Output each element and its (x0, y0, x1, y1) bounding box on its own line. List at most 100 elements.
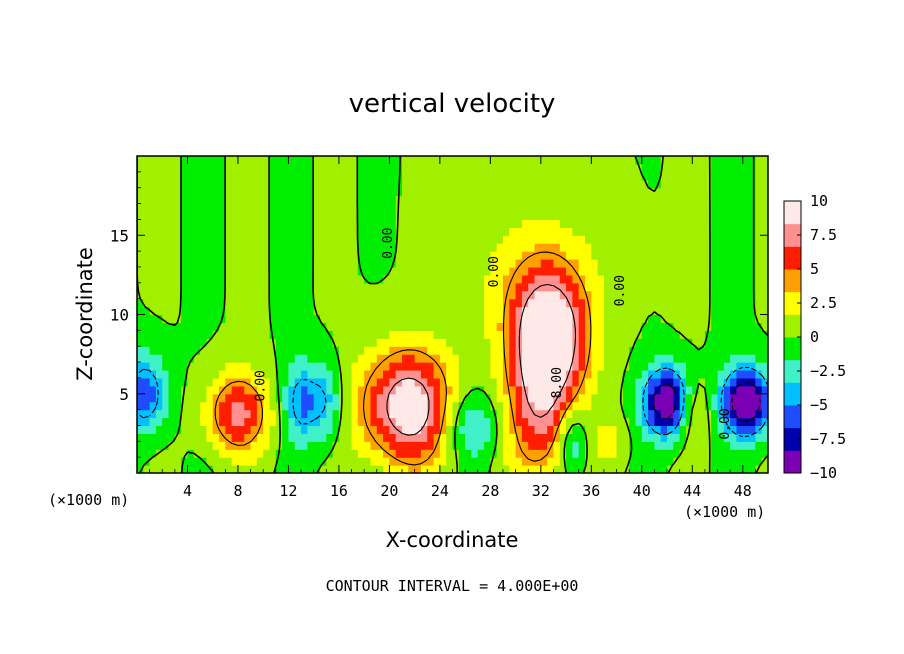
heatmap-cell (717, 465, 725, 473)
heatmap-cell (269, 171, 277, 181)
heatmap-cell (187, 179, 195, 189)
heatmap-cell (269, 354, 277, 363)
heatmap-cell (635, 457, 643, 466)
heatmap-cell (137, 393, 144, 403)
heatmap-cell (383, 362, 390, 371)
heatmap-cell (364, 393, 372, 403)
heatmap-cell (250, 401, 258, 411)
heatmap-cell (629, 243, 637, 252)
heatmap-cell (572, 425, 580, 434)
heatmap-cell (250, 282, 258, 292)
heatmap-cell (667, 393, 674, 403)
heatmap-cell (559, 195, 567, 205)
heatmap-cell (181, 425, 189, 434)
heatmap-cell (395, 449, 403, 458)
heatmap-cell (465, 385, 473, 395)
heatmap-cell (439, 441, 447, 450)
heatmap-cell (143, 369, 151, 379)
heatmap-cell (616, 362, 624, 371)
heatmap-cell (559, 259, 567, 268)
colorbar-band (784, 450, 801, 474)
heatmap-cell (547, 227, 555, 236)
heatmap-cell (313, 401, 321, 411)
heatmap-cell (231, 243, 239, 252)
heatmap-cell (452, 346, 460, 355)
heatmap-cell (673, 235, 681, 244)
heatmap-cell (736, 251, 744, 260)
heatmap-cell (471, 235, 479, 244)
heatmap-cell (553, 259, 561, 268)
heatmap-cell (723, 298, 731, 308)
heatmap-cell (490, 369, 498, 379)
heatmap-cell (515, 266, 523, 276)
heatmap-cell (629, 369, 637, 379)
heatmap-cell (307, 314, 315, 324)
heatmap-cell (673, 354, 681, 363)
heatmap-cell (629, 211, 637, 220)
heatmap-cell (332, 409, 340, 419)
heatmap-cell (174, 179, 182, 189)
heatmap-cell (591, 354, 599, 363)
heatmap-cell (319, 330, 327, 339)
heatmap-cell (256, 179, 264, 189)
heatmap-cell (225, 282, 233, 292)
heatmap-cell (679, 219, 687, 228)
heatmap-cell (263, 187, 271, 197)
heatmap-cell (250, 266, 258, 276)
heatmap-cell (137, 369, 144, 379)
heatmap-cell (559, 251, 567, 260)
heatmap-cell (225, 465, 233, 473)
heatmap-cell (187, 322, 195, 331)
heatmap-cell (736, 425, 744, 434)
heatmap-cell (597, 449, 605, 458)
heatmap-cell (250, 322, 258, 331)
heatmap-cell (660, 338, 668, 347)
heatmap-cell (616, 219, 624, 228)
heatmap-cell (755, 449, 763, 458)
heatmap-cell (502, 156, 510, 165)
heatmap-cell (187, 251, 195, 260)
heatmap-cell (484, 449, 491, 458)
heatmap-cell (547, 235, 555, 244)
heatmap-cell (256, 409, 264, 419)
heatmap-cell (477, 377, 485, 387)
heatmap-cell (389, 227, 397, 236)
heatmap-cell (376, 354, 384, 363)
heatmap-cell (610, 369, 618, 379)
heatmap-cell (206, 369, 214, 379)
heatmap-cell (679, 203, 687, 213)
heatmap-cell (345, 362, 353, 371)
heatmap-cell (509, 338, 517, 347)
heatmap-cell (231, 266, 239, 276)
heatmap-cell (439, 330, 447, 339)
heatmap-cell (439, 377, 447, 387)
heatmap-cell (288, 401, 296, 411)
heatmap-cell (528, 369, 536, 379)
heatmap-cell (679, 441, 687, 450)
heatmap-cell (717, 195, 725, 205)
heatmap-cell (673, 171, 681, 181)
heatmap-cell (635, 306, 643, 316)
heatmap-cell (219, 393, 226, 403)
heatmap-cell (376, 369, 384, 379)
heatmap-cell (477, 274, 485, 284)
heatmap-cell (427, 441, 435, 450)
heatmap-cell (742, 457, 750, 466)
heatmap-cell (540, 385, 548, 395)
heatmap-cell (269, 163, 277, 173)
heatmap-cell (168, 377, 176, 387)
heatmap-cell (237, 203, 245, 213)
heatmap-cell (200, 203, 208, 213)
heatmap-cell (439, 235, 447, 244)
heatmap-cell (263, 243, 271, 252)
heatmap-cell (742, 156, 750, 165)
heatmap-cell (547, 251, 555, 260)
heatmap-cell (553, 457, 561, 466)
heatmap-cell (383, 457, 390, 466)
heatmap-cell (338, 251, 346, 260)
heatmap-cell (206, 393, 214, 403)
heatmap-cell (155, 354, 163, 363)
heatmap-cell (338, 330, 346, 339)
heatmap-cell (427, 401, 435, 411)
heatmap-cell (389, 369, 397, 379)
